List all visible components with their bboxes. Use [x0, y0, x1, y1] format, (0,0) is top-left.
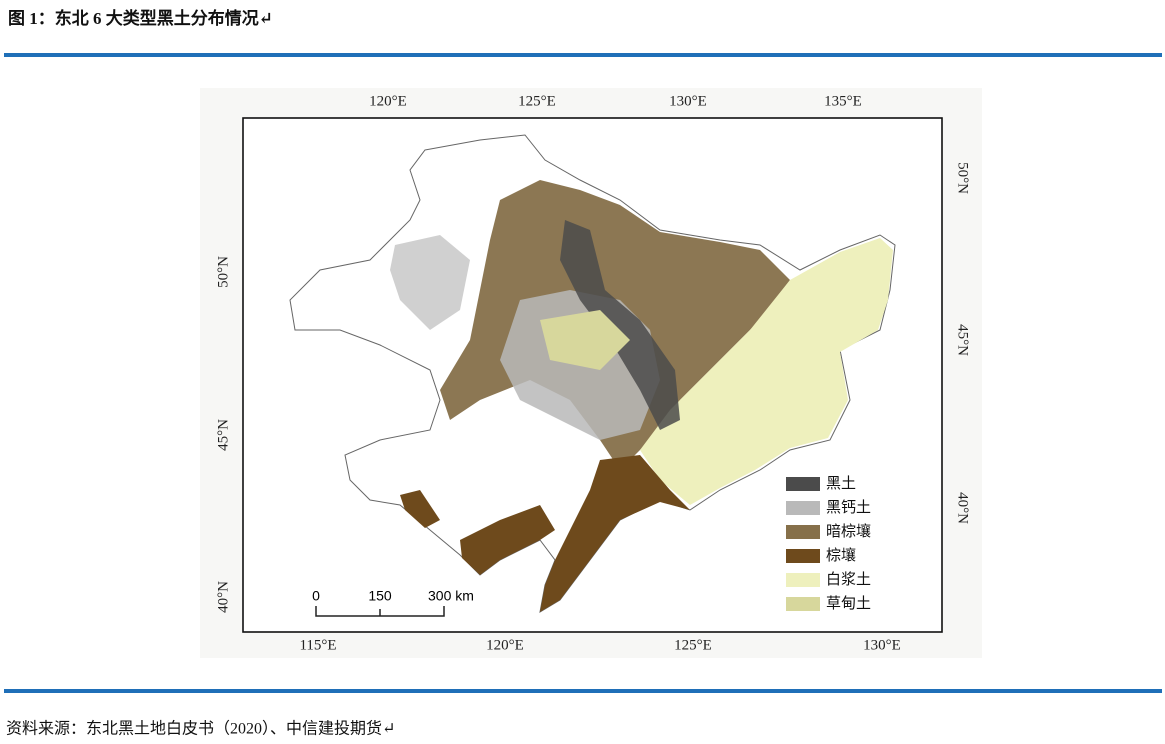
- scale-bar: [315, 606, 445, 617]
- left-axis-label: 50°N: [215, 256, 231, 288]
- top-rule: [4, 53, 1162, 57]
- legend-swatch: [786, 501, 820, 515]
- legend-swatch: [786, 477, 820, 491]
- brown-soil-region: [540, 455, 690, 612]
- legend-label: 暗棕壤: [826, 522, 871, 540]
- top-axis-label: 125°E: [518, 93, 556, 109]
- legend-label: 草甸土: [826, 595, 871, 612]
- legend-swatch: [786, 597, 820, 611]
- light-yellow-soil-region: [640, 238, 893, 505]
- legend-label: 黑土: [826, 475, 856, 492]
- top-axis-label: 120°E: [369, 93, 407, 109]
- legend-label: 白浆土: [826, 570, 871, 588]
- gray-soil-west: [390, 235, 470, 330]
- meadow-soil-region: [540, 310, 630, 370]
- right-axis-label: 50°N: [955, 162, 971, 194]
- legend-label: 黑钙土: [826, 499, 871, 516]
- figure-title: 图 1：东北 6 大类型黑土分布情况↵: [8, 8, 273, 28]
- bottom-axis-label: 120°E: [486, 637, 524, 653]
- scale-label: 300 km: [428, 588, 474, 604]
- scale-label: 150: [368, 588, 392, 604]
- left-axis-label: 40°N: [215, 581, 231, 613]
- right-axis-label: 45°N: [955, 324, 971, 356]
- scale-label: 0: [312, 588, 320, 604]
- legend-swatch: [786, 573, 820, 587]
- legend-swatch: [786, 549, 820, 563]
- bottom-rule: [4, 689, 1162, 693]
- legend-label: 棕壤: [826, 546, 856, 564]
- bottom-axis-label: 125°E: [674, 637, 712, 653]
- top-axis-label: 135°E: [824, 93, 862, 109]
- left-axis-label: 45°N: [215, 419, 231, 451]
- black-soil-strip: [560, 220, 680, 430]
- right-axis-label: 40°N: [955, 492, 971, 524]
- bottom-axis-label: 115°E: [299, 637, 336, 653]
- legend-swatch: [786, 525, 820, 539]
- brown-soil-small: [400, 490, 440, 528]
- source-note: 资料来源：东北黑土地白皮书（2020）、中信建投期货↵: [6, 720, 395, 738]
- top-axis-label: 130°E: [669, 93, 707, 109]
- bottom-axis-label: 130°E: [863, 637, 901, 653]
- brown-soil-west: [460, 505, 555, 575]
